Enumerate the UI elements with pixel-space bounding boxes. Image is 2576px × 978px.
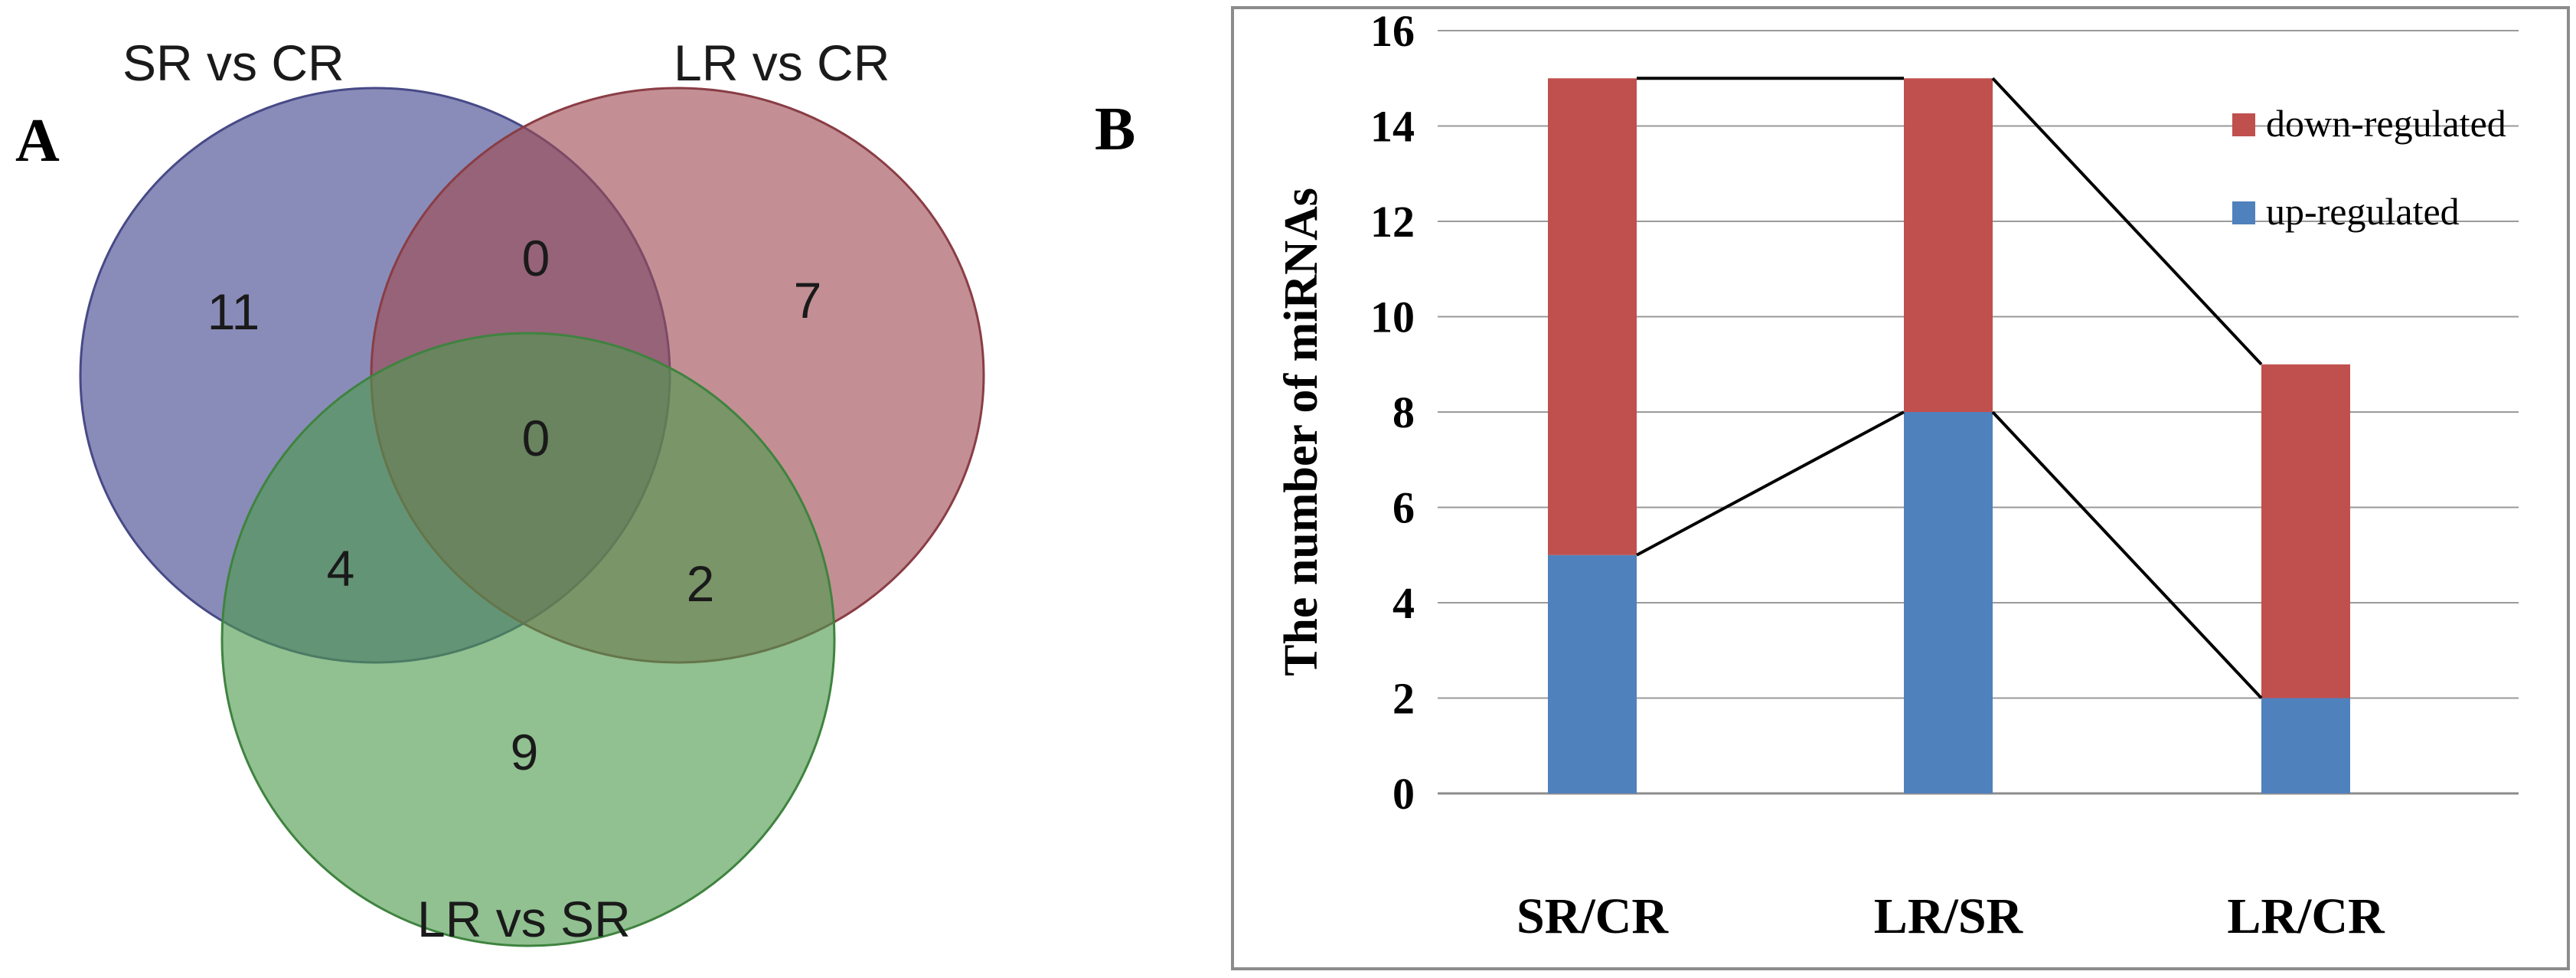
- legend: down-regulated up-regulated: [2232, 102, 2506, 233]
- panel-letter-b: B: [1095, 96, 1135, 163]
- bar-down-regulated-lr-cr: [2261, 364, 2350, 698]
- bar-panel: B The number of miRNAs 0 2 4 6 8 10 12 14 16 SR/…: [1095, 6, 2570, 970]
- chart-frame: [1231, 6, 2570, 970]
- venn-count-sr-and-lrsr: 4: [327, 540, 355, 597]
- x-category-label-sr-cr: SR/CR: [1517, 888, 1669, 944]
- bar-down-regulated-lr-sr: [1904, 78, 1993, 412]
- venn-count-all-three: 0: [522, 410, 550, 466]
- venn-count-lr-sr-only: 9: [511, 724, 539, 780]
- bar-segments: [1548, 78, 2350, 793]
- venn-label-lr-vs-sr: LR vs SR: [417, 891, 631, 947]
- x-category-label-lr-sr: LR/SR: [1874, 888, 2024, 944]
- y-tick-label-6: 6: [1392, 483, 1415, 533]
- y-tick-label-10: 10: [1370, 293, 1415, 342]
- bar-up-regulated-lr-sr: [1904, 412, 1993, 793]
- y-tick-label-4: 4: [1392, 578, 1415, 628]
- y-tick-label-0: 0: [1392, 769, 1415, 819]
- bar-up-regulated-lr-cr: [2261, 698, 2350, 793]
- legend-swatch-up-regulated: [2232, 201, 2255, 224]
- connector-lines: [1636, 77, 2263, 699]
- venn-count-sr-and-lrcr: 0: [522, 230, 550, 286]
- venn-count-sr-only: 11: [207, 283, 260, 340]
- y-tick-label-12: 12: [1370, 197, 1415, 247]
- connector-up-regulated-segment-1: [1636, 410, 1905, 557]
- y-tick-label-2: 2: [1392, 674, 1415, 724]
- x-category-label-lr-cr: LR/CR: [2227, 888, 2385, 944]
- legend-label-up-regulated: up-regulated: [2266, 190, 2460, 233]
- panel-letter-a: A: [15, 107, 60, 175]
- y-axis-title: The number of miRNAs: [1275, 188, 1327, 676]
- y-tick-label-14: 14: [1370, 102, 1415, 152]
- category-labels: SR/CR LR/SR LR/CR: [1517, 888, 2385, 944]
- venn-count-lr-cr-only: 7: [794, 272, 822, 329]
- venn-label-sr-vs-cr: SR vs CR: [122, 34, 344, 91]
- y-tick-label-8: 8: [1392, 388, 1415, 437]
- connector-total-segment-2: [1991, 77, 2263, 366]
- y-tick-label-16: 16: [1370, 6, 1415, 56]
- venn-count-lrcr-and-lrsr: 2: [687, 555, 715, 612]
- legend-swatch-down-regulated: [2232, 113, 2255, 136]
- bar-up-regulated-sr-cr: [1548, 554, 1637, 793]
- y-axis-ticks: 0 2 4 6 8 10 12 14 16: [1370, 6, 1415, 819]
- connector-up-regulated-segment-2: [1991, 410, 2263, 699]
- venn-panel: A SR vs CR LR vs CR LR vs SR 11 7 9 0 4 …: [15, 34, 985, 947]
- legend-label-down-regulated: down-regulated: [2266, 102, 2506, 145]
- venn-circle-lr-vs-sr: [220, 332, 836, 947]
- venn-label-lr-vs-cr: LR vs CR: [674, 34, 890, 91]
- bar-down-regulated-sr-cr: [1548, 78, 1637, 555]
